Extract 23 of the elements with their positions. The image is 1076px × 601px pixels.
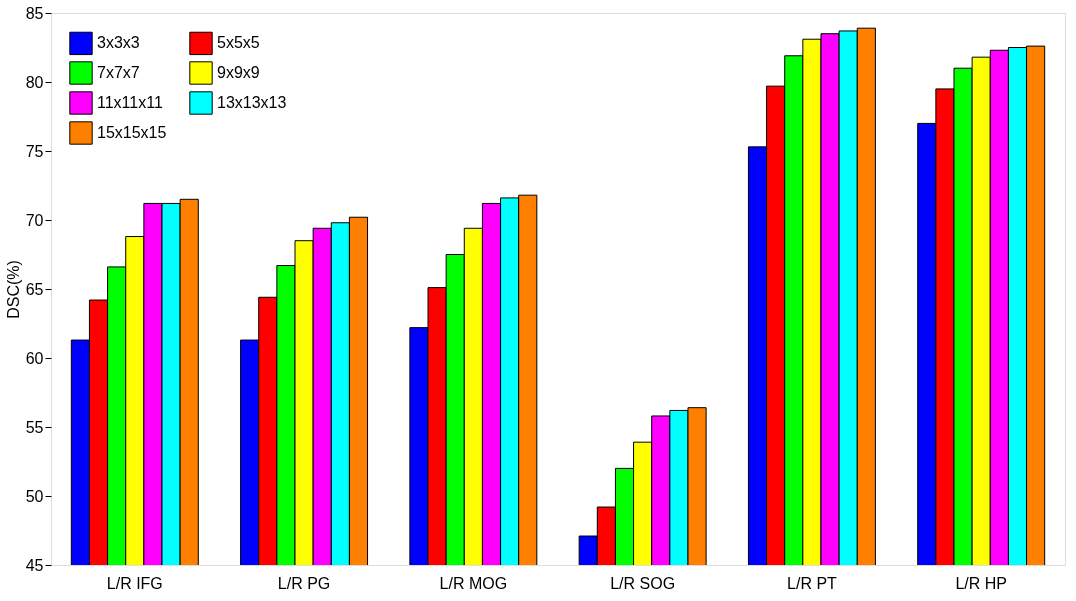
y-tick-label: 60 bbox=[25, 349, 44, 367]
x-tick-label: L/R IFG bbox=[106, 574, 163, 592]
y-tick-label: 65 bbox=[25, 280, 44, 298]
y-tick-label: 80 bbox=[25, 73, 44, 91]
x-tick-label: L/R PG bbox=[277, 574, 331, 592]
legend-label: 7x7x7 bbox=[97, 64, 140, 81]
y-tick-label: 85 bbox=[25, 4, 44, 22]
y-tick-label: 75 bbox=[25, 142, 44, 160]
x-tick-label: L/R SOG bbox=[610, 574, 676, 592]
legend-label: 15x15x15 bbox=[97, 124, 167, 141]
y-tick-label: 70 bbox=[25, 211, 44, 229]
y-axis-title: DSC(%) bbox=[4, 260, 22, 319]
x-tick-label: L/R HP bbox=[955, 574, 1007, 592]
legend-label: 5x5x5 bbox=[217, 34, 260, 52]
legend-label: 9x9x9 bbox=[217, 64, 260, 81]
legend-label: 13x13x13 bbox=[217, 94, 287, 111]
x-tick-label: L/R PT bbox=[787, 574, 838, 592]
y-tick-label: 45 bbox=[25, 556, 44, 574]
legend-label: 3x3x3 bbox=[97, 34, 140, 52]
legend-label: 11x11x11 bbox=[97, 94, 163, 111]
y-tick-label: 55 bbox=[25, 418, 44, 436]
y-tick-label: 50 bbox=[25, 487, 44, 505]
x-tick-label: L/R MOG bbox=[439, 574, 508, 592]
